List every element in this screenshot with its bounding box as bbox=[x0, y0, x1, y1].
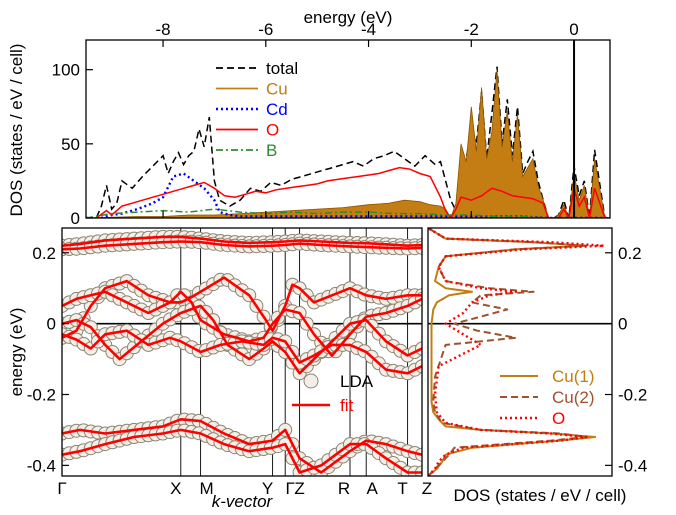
band-kpoint-label: X bbox=[170, 479, 181, 498]
dos-xtick-label: -4 bbox=[361, 20, 376, 39]
dos-legend-label-cd: Cd bbox=[266, 100, 288, 119]
band-ytick-label: -0.4 bbox=[27, 456, 56, 475]
dos-ytick-label: 100 bbox=[52, 61, 80, 80]
band-fit-line bbox=[62, 276, 422, 339]
dos-ytick-label: 0 bbox=[71, 209, 80, 228]
band-fit-line bbox=[62, 240, 422, 251]
band-panel: -0.4-0.200.2Γ X M Y Γ Z R A T Z k-vector energy (… bbox=[7, 227, 432, 511]
band-kpoint-label: Γ bbox=[57, 479, 66, 498]
band-legend: LDA fit bbox=[292, 372, 374, 415]
band-kpoint-label: Y bbox=[262, 479, 273, 498]
dos-xtick-label: -8 bbox=[155, 20, 170, 39]
band-ytick-label: 0 bbox=[47, 315, 56, 334]
pdos-legend-label-o: O bbox=[552, 409, 565, 428]
dos-xtick-label: -6 bbox=[258, 20, 273, 39]
dos-yaxis-label: DOS (states / eV / cell) bbox=[7, 44, 26, 217]
band-fit-line bbox=[62, 428, 422, 474]
dos-series-cu-area bbox=[86, 69, 610, 218]
band-plot-area bbox=[62, 228, 422, 476]
band-yaxis-label: energy (eV) bbox=[7, 308, 26, 397]
pdos-ytick-label: 0.2 bbox=[618, 244, 642, 263]
pdos-ytick-label: 0 bbox=[618, 315, 627, 334]
band-fit-line bbox=[62, 304, 422, 375]
dos-legend-label-total: total bbox=[266, 59, 298, 78]
dos-axes-frame bbox=[85, 39, 611, 219]
band-kpoint-label: M bbox=[200, 479, 214, 498]
pdos-series-cu2-line bbox=[428, 228, 588, 476]
dos-series-total-line bbox=[86, 66, 610, 218]
band-ytick-label: -0.2 bbox=[27, 386, 56, 405]
dos-xtick-label: -2 bbox=[464, 20, 479, 39]
dos-panel: -8 -6 -4 -2 0 0 50 100 energy (eV) DOS (states … bbox=[7, 8, 611, 228]
pdos-ytick-label: -0.2 bbox=[618, 386, 647, 405]
pdos-legend-label-cu2: Cu(2) bbox=[552, 388, 595, 407]
dos-ytick-label: 50 bbox=[61, 135, 80, 154]
band-fit-line bbox=[62, 329, 422, 375]
band-kpoint-label: Z bbox=[422, 479, 432, 498]
dos-series-b-line bbox=[86, 208, 610, 218]
pdos-series-o-line bbox=[428, 228, 606, 476]
dos-legend-label-o: O bbox=[266, 121, 279, 140]
dos-ticks: -8 -6 -4 -2 0 0 50 100 bbox=[52, 20, 579, 228]
band-kpoint-label: R bbox=[338, 479, 350, 498]
pdos-legend-label-cu1: Cu(1) bbox=[552, 367, 595, 386]
band-kpoint-label: Γ bbox=[286, 479, 295, 498]
band-fit-line bbox=[62, 235, 422, 247]
band-ticks: -0.4-0.200.2Γ X M Y Γ Z R A T Z bbox=[27, 244, 432, 498]
band-fit-line bbox=[62, 418, 422, 474]
dos-legend-label-b: B bbox=[266, 141, 277, 160]
band-kpoint-label: A bbox=[367, 479, 379, 498]
dos-series-o-line bbox=[86, 166, 610, 218]
band-ytick-label: 0.2 bbox=[32, 244, 56, 263]
dos-legend-label-cu: Cu bbox=[266, 80, 288, 99]
pdos-xaxis-label: DOS (states / eV / cell) bbox=[454, 486, 627, 505]
dos-xtick-label: 0 bbox=[569, 20, 578, 39]
band-kpoint-label: Z bbox=[294, 479, 304, 498]
band-legend-label-lda: LDA bbox=[340, 372, 374, 391]
pdos-panel: -0.4 -0.2 0 0.2 DOS (states / eV / cell) Cu… bbox=[427, 227, 647, 505]
band-legend-swatch-lda bbox=[303, 373, 319, 389]
dos-plot-area bbox=[86, 40, 610, 218]
band-axes-frame bbox=[61, 227, 423, 477]
band-legend-label-fit: fit bbox=[340, 396, 354, 415]
pdos-axes-frame bbox=[427, 227, 613, 477]
pdos-plot-area bbox=[428, 228, 612, 476]
band-kpoint-label: T bbox=[397, 479, 407, 498]
band-xaxis-label: k-vector bbox=[212, 492, 274, 511]
pdos-ytick-label: -0.4 bbox=[618, 456, 647, 475]
dos-xaxis-label: energy (eV) bbox=[304, 8, 393, 27]
pdos-ticks: -0.4 -0.2 0 0.2 bbox=[605, 244, 647, 475]
pdos-legend: Cu(1) Cu(2) O bbox=[500, 367, 595, 428]
